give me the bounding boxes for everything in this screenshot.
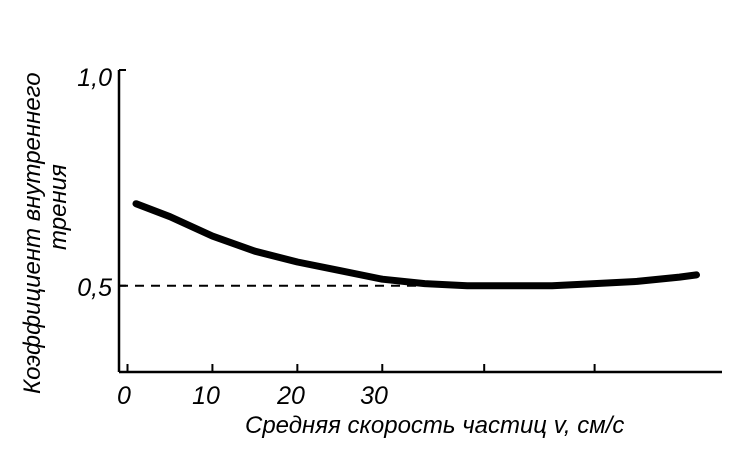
y-tick-label: 1,0 <box>77 64 112 92</box>
series-line <box>132 200 700 290</box>
x-tick-label: 10 <box>192 382 220 410</box>
x-tick-label: 20 <box>276 382 305 410</box>
x-tick-label: 0 <box>117 382 131 410</box>
y-tick-labels: 1,0 0,5 <box>77 64 112 302</box>
x-tick-label: 30 <box>360 382 388 410</box>
x-tick-labels: 0 10 20 30 <box>117 382 388 410</box>
plot-area <box>117 69 722 374</box>
y-tick-label: 0,5 <box>77 274 112 302</box>
y-axis-title: Коэффициент внутреннего трения <box>19 72 72 394</box>
y-axis-title-line: Коэффициент внутреннего <box>19 72 46 394</box>
y-axis-title-line: трения <box>45 164 72 250</box>
x-axis-title: Средняя скорость частиц v, см/с <box>245 412 624 439</box>
